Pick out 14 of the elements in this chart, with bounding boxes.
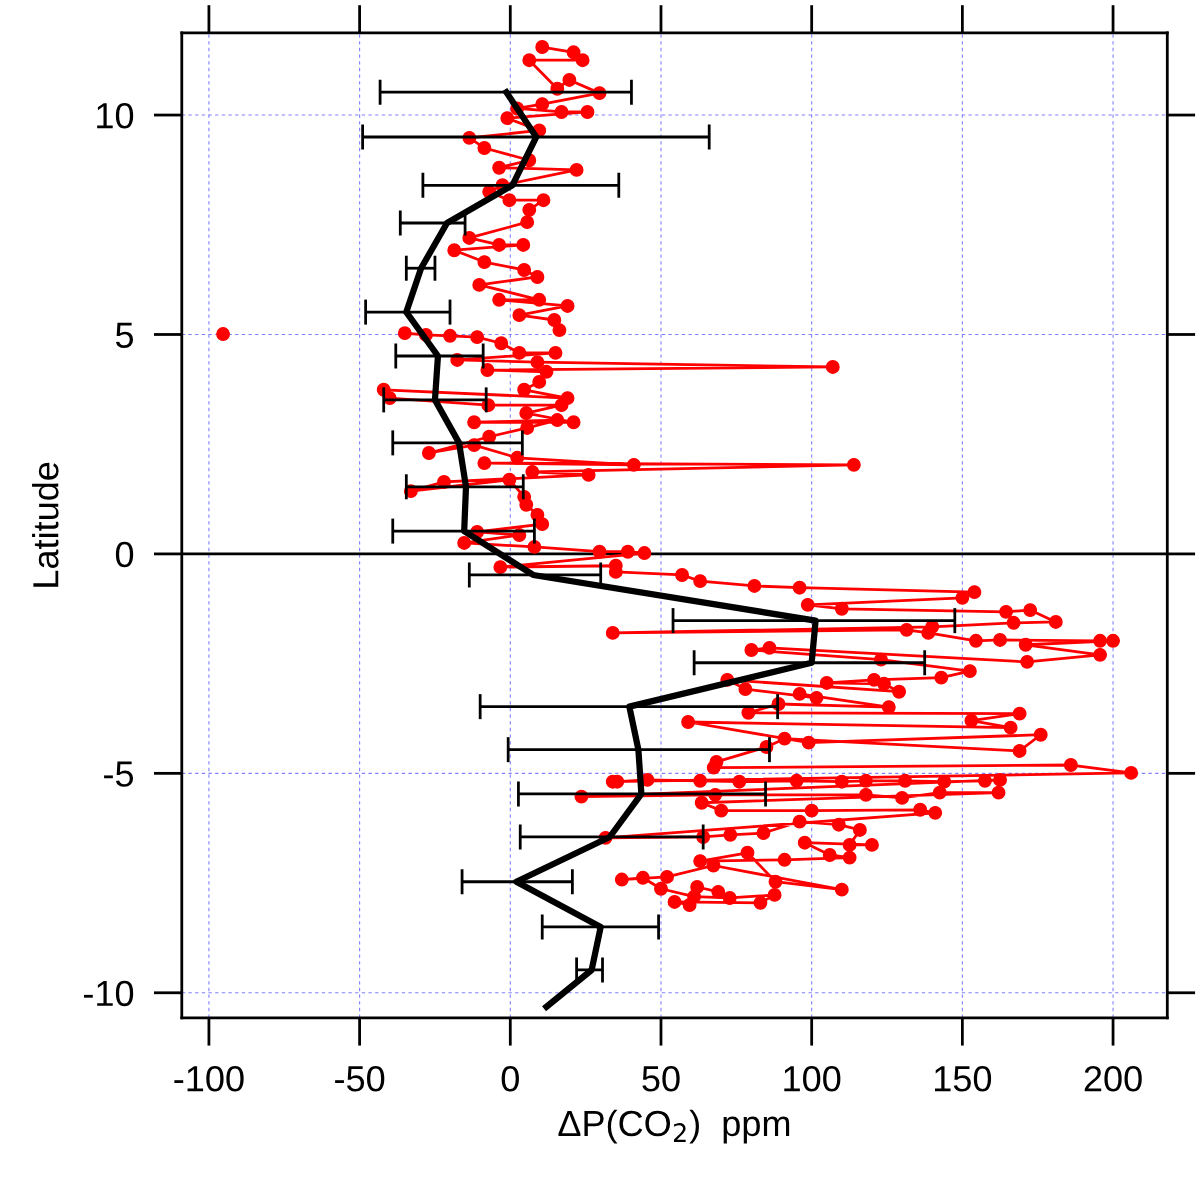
y-tick-label: -10 [83, 980, 134, 1007]
y-tick-label: 10 [97, 102, 134, 129]
y-tick-label: -5 [104, 761, 134, 787]
x-axis-title: ΔP(CO$_{2}$) ppm [558, 1109, 790, 1144]
x-tick-label: 50 [642, 1065, 680, 1092]
x-tick-label: 200 [1084, 1065, 1142, 1092]
y-axis-title: Latitude [32, 462, 59, 587]
x-tick-label: 100 [784, 1065, 841, 1092]
x-tick-label: -50 [335, 1065, 385, 1092]
x-tick-label: 150 [934, 1065, 992, 1092]
x-tick-label: 0 [501, 1065, 519, 1092]
y-tick-label: 5 [115, 322, 134, 348]
x-tick-label: -100 [174, 1065, 244, 1092]
y-tick-label: 0 [115, 541, 134, 568]
